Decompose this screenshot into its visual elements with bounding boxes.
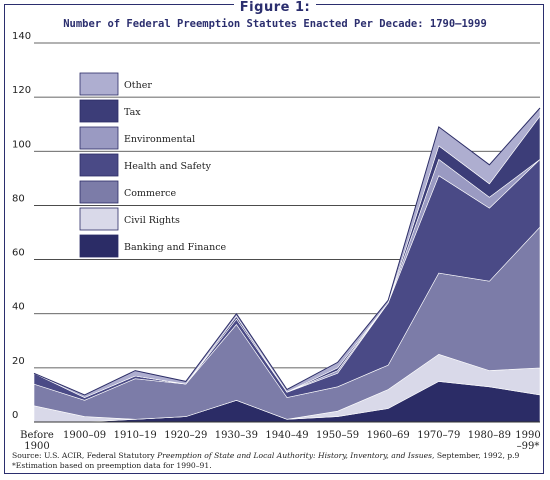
- y-tick-label: 120: [12, 85, 31, 96]
- legend-label: Environmental: [124, 134, 195, 145]
- figure-label: Figure 1:: [0, 0, 550, 15]
- y-tick-label: 40: [12, 302, 25, 313]
- legend-swatch: [79, 207, 119, 231]
- legend-swatch: [79, 234, 119, 258]
- y-tick-label: 100: [12, 139, 31, 150]
- legend-swatch: [79, 153, 119, 177]
- x-tick-label: 1960–69: [367, 430, 410, 441]
- x-tick-label: Before 1900: [20, 430, 54, 452]
- x-tick-label: 1950–59: [316, 430, 359, 441]
- x-tick-label: 1930–39: [215, 430, 258, 441]
- x-tick-label: 1940–49: [265, 430, 308, 441]
- source-notes: Source: U.S. ACIR, Federal Statutory Pre…: [12, 451, 542, 471]
- x-tick-label: 1970–79: [417, 430, 460, 441]
- y-tick-label: 80: [12, 193, 25, 204]
- legend-label: Tax: [124, 107, 141, 118]
- legend-swatch: [79, 72, 119, 96]
- x-tick-label: 1920–29: [164, 430, 207, 441]
- x-tick-label: 1980–89: [468, 430, 511, 441]
- y-tick-label: 20: [12, 356, 25, 367]
- footnote: *Estimation based on preemption data for…: [12, 461, 212, 470]
- source-line: Source: U.S. ACIR, Federal Statutory Pre…: [12, 451, 520, 460]
- x-tick-label: 1910–19: [114, 430, 157, 441]
- x-tick-label: 1900–09: [63, 430, 106, 441]
- area-top-outline: [33, 107, 541, 396]
- y-tick-label: 0: [12, 410, 18, 421]
- x-tick-label: 1990 –99*: [515, 430, 540, 452]
- legend-swatch: [79, 180, 119, 204]
- chart-title: Number of Federal Preemption Statutes En…: [63, 18, 487, 30]
- source-title: Preemption of State and Local Authority:…: [157, 451, 433, 460]
- legend-swatch: [79, 126, 119, 150]
- legend-label: Banking and Finance: [124, 242, 227, 253]
- legend-label: Other: [124, 80, 152, 91]
- y-tick-label: 140: [12, 31, 31, 42]
- y-tick-label: 60: [12, 248, 25, 259]
- legend-label: Health and Safety: [124, 161, 212, 172]
- legend-label: Commerce: [124, 188, 176, 199]
- legend-label: Civil Rights: [124, 215, 180, 226]
- legend-swatch: [79, 99, 119, 123]
